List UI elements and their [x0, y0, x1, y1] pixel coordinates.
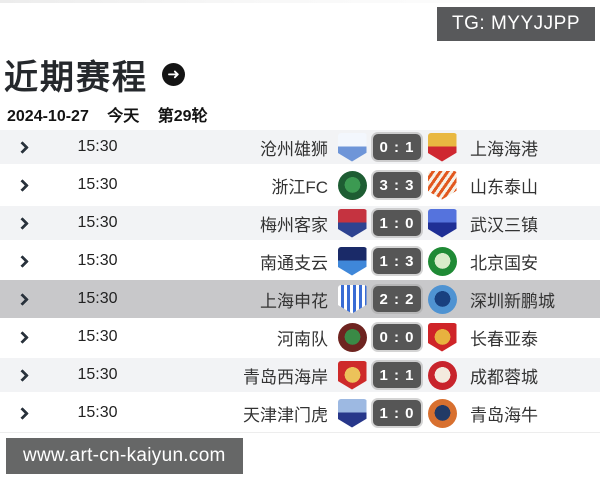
home-team-name: 沧州雄狮 [260, 139, 328, 159]
match-time: 15:30 [77, 138, 118, 155]
score-badge: 1 : 3 [373, 248, 421, 274]
match-row[interactable]: 15:30 青岛西海岸 1 : 1 成都蓉城 [0, 356, 600, 394]
score-badge: 1 : 0 [373, 210, 421, 236]
chevron-right-icon [0, 140, 50, 154]
match-row[interactable]: 15:30 南通支云 1 : 3 北京国安 [0, 242, 600, 280]
away-team-logo [427, 284, 457, 314]
home-team-logo [337, 170, 367, 200]
away-team-logo [427, 246, 457, 276]
score-badge: 1 : 1 [373, 362, 421, 388]
chevron-right-icon [0, 254, 50, 268]
match-time: 15:30 [77, 404, 118, 421]
footer-divider [0, 432, 600, 433]
home-team-logo [337, 284, 367, 314]
away-team-name: 成都蓉城 [470, 367, 538, 387]
away-team-logo [427, 398, 457, 428]
home-team-logo [337, 322, 367, 352]
match-row[interactable]: 15:30 天津津门虎 1 : 0 青岛海牛 [0, 394, 600, 432]
chevron-right-icon [0, 216, 50, 230]
home-team-name: 梅州客家 [260, 215, 328, 235]
match-row[interactable]: 15:30 沧州雄狮 0 : 1 上海海港 [0, 128, 600, 166]
away-team-name: 山东泰山 [470, 177, 538, 197]
page-header: 近期赛程 ➜ [4, 50, 185, 99]
away-team-name: 上海海港 [470, 139, 538, 159]
away-team-logo [427, 322, 457, 352]
top-edge-shading [0, 0, 600, 3]
score-badge: 1 : 0 [373, 400, 421, 426]
chevron-right-icon [0, 368, 50, 382]
site-watermark-badge: www.art-cn-kaiyun.com [6, 438, 243, 474]
chevron-right-icon [0, 178, 50, 192]
away-team-name: 武汉三镇 [470, 215, 538, 235]
chevron-right-icon [0, 330, 50, 344]
match-row[interactable]: 15:30 上海申花 2 : 2 深圳新鹏城 [0, 280, 600, 318]
score-badge: 0 : 1 [373, 134, 421, 160]
round-label: 第29轮 [157, 108, 208, 125]
more-arrow-icon[interactable]: ➜ [162, 63, 185, 86]
away-team-name: 深圳新鹏城 [470, 291, 555, 311]
match-time: 15:30 [77, 252, 118, 269]
away-team-logo [427, 170, 457, 200]
home-team-logo [337, 398, 367, 428]
page-title: 近期赛程 [4, 59, 148, 97]
away-team-logo [427, 132, 457, 162]
home-team-logo [337, 360, 367, 390]
match-time: 15:30 [77, 214, 118, 231]
home-team-name: 南通支云 [260, 253, 328, 273]
match-list: 15:30 沧州雄狮 0 : 1 上海海港 15:30 浙江FC 3 : 3 山… [0, 128, 600, 432]
match-time: 15:30 [77, 176, 118, 193]
home-team-name: 河南队 [277, 329, 328, 349]
tg-watermark-badge: TG: MYYJJPP [437, 7, 595, 41]
match-row[interactable]: 15:30 浙江FC 3 : 3 山东泰山 [0, 166, 600, 204]
home-team-name: 天津津门虎 [243, 405, 328, 425]
home-team-logo [337, 132, 367, 162]
match-date: 2024-10-27 [7, 108, 89, 125]
chevron-right-icon [0, 406, 50, 420]
match-row[interactable]: 15:30 河南队 0 : 0 长春亚泰 [0, 318, 600, 356]
away-team-name: 青岛海牛 [470, 405, 538, 425]
away-team-logo [427, 360, 457, 390]
score-badge: 3 : 3 [373, 172, 421, 198]
match-time: 15:30 [77, 328, 118, 345]
home-team-name: 青岛西海岸 [243, 367, 328, 387]
match-time: 15:30 [77, 290, 118, 307]
date-bar: 2024-10-27 今天 第29轮 [7, 102, 222, 126]
away-team-name: 长春亚泰 [470, 329, 538, 349]
away-team-name: 北京国安 [470, 253, 538, 273]
match-time: 15:30 [77, 366, 118, 383]
score-badge: 2 : 2 [373, 286, 421, 312]
home-team-name: 浙江FC [271, 177, 328, 197]
home-team-logo [337, 246, 367, 276]
away-team-logo [427, 208, 457, 238]
chevron-right-icon [0, 292, 50, 306]
home-team-name: 上海申花 [260, 291, 328, 311]
home-team-logo [337, 208, 367, 238]
score-badge: 0 : 0 [373, 324, 421, 350]
day-label: 今天 [107, 108, 140, 125]
match-row[interactable]: 15:30 梅州客家 1 : 0 武汉三镇 [0, 204, 600, 242]
